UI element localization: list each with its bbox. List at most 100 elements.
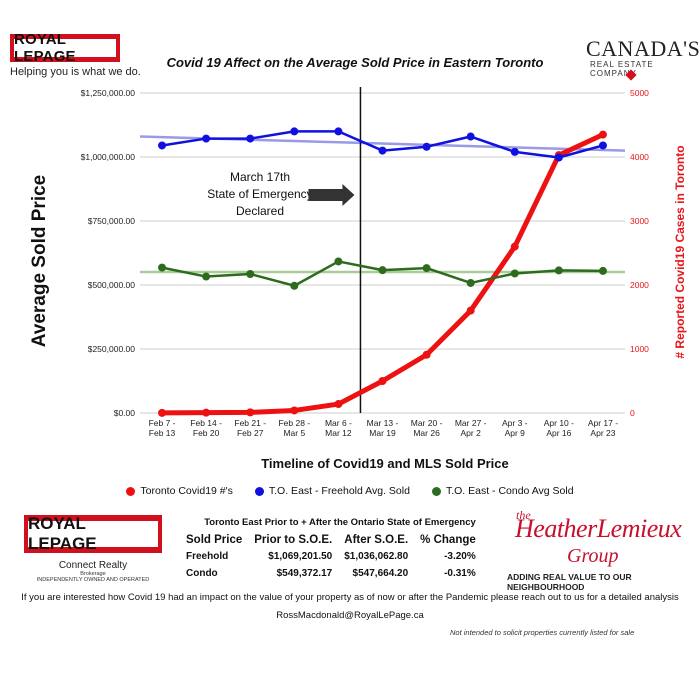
legend-swatch [126, 486, 136, 496]
data-point [334, 257, 343, 266]
y-tick-label: $1,250,000.00 [81, 88, 136, 98]
x-tick-label: Feb 20 [193, 428, 220, 438]
x-axis-label: Timeline of Covid19 and MLS Sold Price [261, 456, 509, 471]
legend-item-covid: Toronto Covid19 #'s [126, 485, 233, 497]
footer-disclaimer: Not intended to solicit properties curre… [450, 628, 635, 637]
legend: Toronto Covid19 #'s T.O. East - Freehold… [0, 485, 700, 497]
x-tick-label: Apr 23 [590, 428, 615, 438]
data-point [554, 153, 563, 162]
data-point [158, 408, 167, 417]
footer-message: If you are interested how Covid 19 had a… [21, 592, 679, 603]
royal-lepage-logo-text: ROYAL LEPAGE [28, 514, 158, 553]
royal-lepage-logo-bottom: ROYAL LEPAGE [24, 514, 162, 553]
x-tick-label: Apr 17 - [588, 418, 618, 428]
legend-item-condo: T.O. East - Condo Avg Sold [431, 485, 574, 497]
x-tick-label: Mar 12 [325, 428, 352, 438]
y2-tick-label: 0 [630, 408, 635, 418]
x-tick-label: Mar 5 [283, 428, 305, 438]
annotation-arrow [308, 184, 355, 206]
independently-owned: INDEPENDENTLY OWNED AND OPERATED [36, 577, 150, 583]
legend-swatch [254, 486, 264, 496]
summary-title: Toronto East Prior to + After the Ontari… [204, 517, 476, 528]
x-tick-label: Feb 28 - [278, 418, 310, 428]
chart-title: Covid 19 Affect on the Average Sold Pric… [166, 55, 544, 70]
y-tick-label: $750,000.00 [88, 216, 136, 226]
data-point [290, 127, 299, 136]
x-tick-label: Feb 7 - [149, 418, 176, 428]
legend-swatch [431, 486, 441, 496]
data-point [246, 408, 255, 417]
y-tick-label: $500,000.00 [88, 280, 136, 290]
x-tick-label: Mar 13 - [367, 418, 399, 428]
table-header: Prior to S.O.E. [254, 534, 333, 546]
legend-label: T.O. East - Condo Avg Sold [445, 485, 574, 497]
x-tick-label: Apr 2 [461, 428, 482, 438]
brokerage: Brokerage [80, 571, 106, 577]
data-point [158, 263, 167, 272]
data-point [466, 306, 475, 315]
table-header: % Change [420, 534, 476, 546]
legend-label: Toronto Covid19 #'s [140, 485, 233, 497]
hl-logo-group: Group [567, 545, 619, 567]
data-point [246, 134, 255, 143]
x-tick-label: Feb 27 [237, 428, 264, 438]
canadas-logo-sub: REAL ESTATE COMPANY [590, 60, 654, 78]
connect-realty: Connect Realty [58, 560, 128, 571]
data-point [246, 269, 255, 278]
data-point [422, 264, 431, 273]
summary-table: Sold Price Prior to S.O.E. After S.O.E. … [180, 532, 482, 582]
data-point [202, 408, 211, 417]
x-tick-label: Apr 3 - [502, 418, 528, 428]
data-point [202, 134, 211, 143]
y2-tick-label: 5000 [630, 88, 649, 98]
annotation-text: State of Emergency [207, 187, 312, 201]
data-point [290, 406, 299, 415]
footer-email[interactable]: RossMacdonald@RoyalLePage.ca [276, 610, 424, 621]
data-point [422, 350, 431, 359]
data-point [598, 266, 607, 275]
table-cell: $1,036,062.80 [344, 551, 409, 562]
table-row: Freehold $1,069,201.50 $1,036,062.80 -3.… [180, 548, 482, 565]
data-point [378, 146, 387, 155]
annotation-text: Declared [236, 204, 284, 218]
x-tick-label: Feb 13 [149, 428, 176, 438]
legend-label: T.O. East - Freehold Avg. Sold [268, 485, 410, 497]
legend-item-freehold: T.O. East - Freehold Avg. Sold [254, 485, 410, 497]
data-point [554, 266, 563, 275]
data-point [378, 266, 387, 275]
data-point [510, 147, 519, 156]
x-tick-label: Feb 21 - [234, 418, 266, 428]
data-point [510, 269, 519, 278]
data-point [466, 278, 475, 287]
canadas-logo: CANADA'S [586, 36, 700, 61]
data-point [598, 130, 607, 139]
data-point [466, 132, 475, 141]
y2-tick-label: 1000 [630, 344, 649, 354]
x-tick-label: Feb 14 - [190, 418, 222, 428]
data-point [598, 141, 607, 150]
data-point [158, 141, 167, 150]
data-point [510, 242, 519, 251]
table-header-row: Sold Price Prior to S.O.E. After S.O.E. … [180, 532, 482, 548]
y2-tick-label: 3000 [630, 216, 649, 226]
x-tick-label: Mar 6 - [325, 418, 352, 428]
data-point [334, 400, 343, 409]
table-header: Sold Price [186, 534, 243, 546]
y2-tick-label: 4000 [630, 152, 649, 162]
table-cell: -3.20% [444, 551, 476, 562]
x-tick-label: Mar 26 [413, 428, 440, 438]
data-point [378, 377, 387, 385]
hl-logo-name: HeatherLemieux [515, 514, 682, 543]
table-cell: Freehold [186, 551, 229, 562]
royal-lepage-tagline: Helping you is what we do. [10, 66, 141, 78]
y-tick-label: $1,000,000.00 [81, 152, 136, 162]
table-cell: $1,069,201.50 [268, 551, 333, 562]
annotation-text: March 17th [230, 170, 290, 184]
table-cell: $549,372.17 [276, 568, 333, 579]
x-tick-label: Apr 10 - [544, 418, 574, 428]
y2-tick-label: 2000 [630, 280, 649, 290]
x-tick-label: Apr 9 [505, 428, 526, 438]
hl-logo-tagline: ADDING REAL VALUE TO OUR NEIGHBOURHOOD [507, 572, 632, 592]
x-tick-label: Mar 20 - [411, 418, 443, 428]
